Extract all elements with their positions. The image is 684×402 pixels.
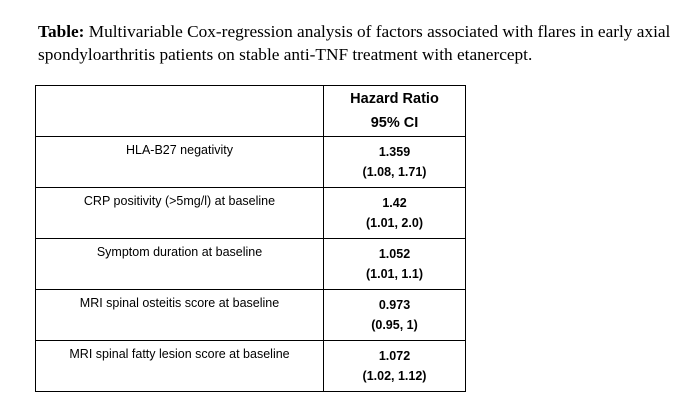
confidence-interval-value: (1.01, 1.1) — [366, 267, 423, 281]
table-caption: Table: Multivariable Cox-regression anal… — [38, 20, 678, 66]
table-row: MRI spinal fatty lesion score at baselin… — [35, 340, 466, 392]
table-row: MRI spinal osteitis score at baseline 0.… — [35, 289, 466, 341]
confidence-interval-value: (0.95, 1) — [371, 318, 418, 332]
factor-cell: HLA-B27 negativity — [35, 136, 324, 188]
cox-regression-table: Hazard Ratio 95% CI HLA-B27 negativity 1… — [35, 85, 466, 392]
factor-cell: Symptom duration at baseline — [35, 238, 324, 290]
table-row: CRP positivity (>5mg/l) at baseline 1.42… — [35, 187, 466, 239]
caption-lead: Table: — [38, 22, 85, 41]
header-ci-label: 95% CI — [370, 115, 419, 131]
hazard-ratio-cell: 1.42 (1.01, 2.0) — [323, 187, 466, 239]
factor-cell: MRI spinal osteitis score at baseline — [35, 289, 324, 341]
factor-cell: MRI spinal fatty lesion score at baselin… — [35, 340, 324, 392]
header-hazard-ratio-label: Hazard Ratio — [350, 91, 439, 107]
hazard-ratio-value: 1.052 — [378, 247, 411, 261]
hazard-ratio-value: 0.973 — [378, 298, 411, 312]
hazard-ratio-cell: 1.359 (1.08, 1.71) — [323, 136, 466, 188]
confidence-interval-value: (1.01, 2.0) — [366, 216, 423, 230]
hazard-ratio-cell: 1.052 (1.01, 1.1) — [323, 238, 466, 290]
hazard-ratio-value: 1.359 — [378, 145, 411, 159]
factor-cell: CRP positivity (>5mg/l) at baseline — [35, 187, 324, 239]
header-factor-cell — [35, 85, 324, 137]
table-row: Symptom duration at baseline 1.052 (1.01… — [35, 238, 466, 290]
confidence-interval-value: (1.02, 1.12) — [362, 369, 427, 383]
table-row: HLA-B27 negativity 1.359 (1.08, 1.71) — [35, 136, 466, 188]
hazard-ratio-value: 1.42 — [382, 196, 407, 210]
confidence-interval-value: (1.08, 1.71) — [362, 165, 427, 179]
hazard-ratio-value: 1.072 — [378, 349, 411, 363]
table-header-row: Hazard Ratio 95% CI — [35, 85, 466, 137]
hazard-ratio-cell: 1.072 (1.02, 1.12) — [323, 340, 466, 392]
caption-text: Multivariable Cox-regression analysis of… — [38, 22, 671, 64]
header-hazard-ratio-cell: Hazard Ratio 95% CI — [323, 85, 466, 137]
hazard-ratio-cell: 0.973 (0.95, 1) — [323, 289, 466, 341]
